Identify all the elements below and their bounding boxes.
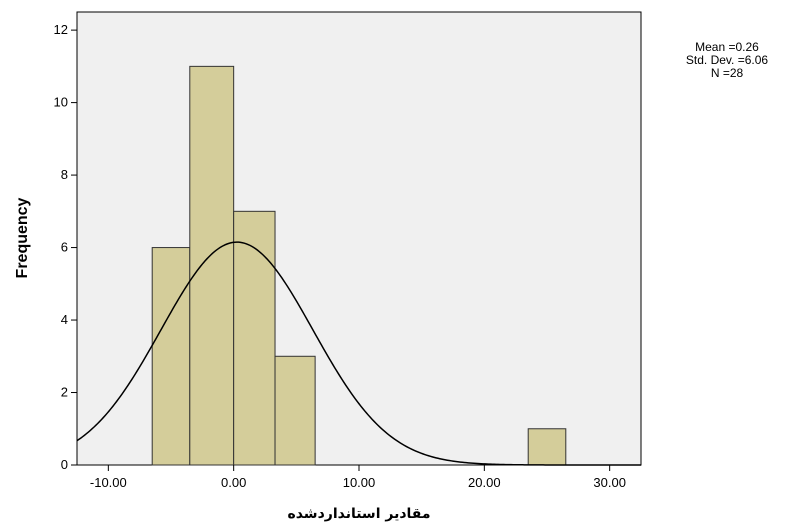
stats-mean: Mean =0.26 bbox=[695, 40, 759, 54]
y-tick-label: 2 bbox=[61, 385, 68, 400]
y-tick-label: 8 bbox=[61, 167, 68, 182]
x-axis-title: مقادیر استانداردشده bbox=[287, 506, 430, 522]
histogram-bar bbox=[151, 247, 191, 466]
y-tick-label: 10 bbox=[54, 95, 68, 110]
x-tick-label: 0.00 bbox=[221, 475, 246, 490]
x-tick-label: -10.00 bbox=[90, 475, 127, 490]
x-tick-label: 20.00 bbox=[468, 475, 501, 490]
y-tick-label: 4 bbox=[61, 312, 68, 327]
histogram-bar bbox=[274, 355, 316, 466]
y-axis-title: Frequency bbox=[14, 197, 31, 278]
x-tick-label: 10.00 bbox=[343, 475, 376, 490]
stats-std-dev: Std. Dev. =6.06 bbox=[686, 53, 768, 67]
histogram-bar bbox=[527, 428, 567, 466]
histogram-bar bbox=[233, 210, 276, 466]
y-tick-label: 12 bbox=[54, 22, 68, 37]
y-axis-ticks: 0 2 4 6 8 10 12 bbox=[54, 22, 77, 472]
y-tick-label: 0 bbox=[61, 457, 68, 472]
x-axis-ticks: -10.00 0.00 10.00 20.00 30.00 bbox=[90, 465, 626, 490]
histogram-bar bbox=[189, 65, 235, 466]
stats-n: N =28 bbox=[711, 66, 744, 80]
y-tick-label: 6 bbox=[61, 240, 68, 255]
x-tick-label: 30.00 bbox=[593, 475, 626, 490]
normal-curve bbox=[76, 241, 641, 466]
histogram-bars bbox=[151, 65, 567, 466]
